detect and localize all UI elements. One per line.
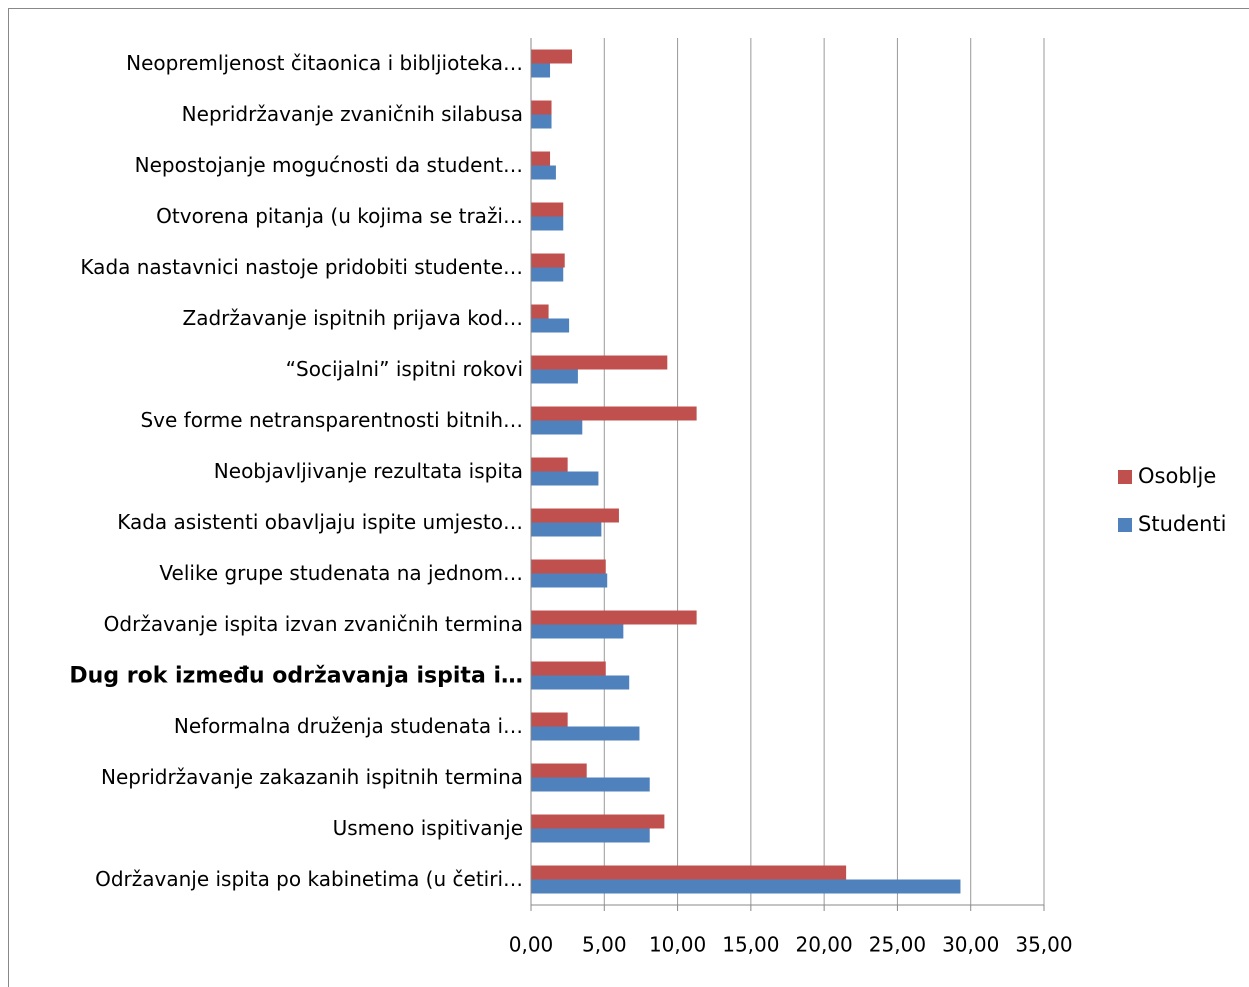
category-label: Neobjavljivanje rezultata ispita <box>214 459 523 483</box>
category-label: Kada asistenti obavljaju ispite umjesto… <box>117 510 523 534</box>
bar <box>531 100 552 115</box>
x-tick-label: 25,00 <box>869 933 926 957</box>
bar <box>531 661 606 676</box>
category-label: Nepostojanje mogućnosti da student… <box>135 153 523 177</box>
bar <box>531 216 564 231</box>
legend-label: Osoblje <box>1138 464 1216 488</box>
category-label: Nepridržavanje zakazanih ispitnih termin… <box>101 765 523 789</box>
category-label: Zadržavanje ispitnih prijava kod… <box>183 306 524 330</box>
bar <box>531 49 573 64</box>
bar <box>531 675 630 690</box>
category-label: Otvorena pitanja (u kojima se traži… <box>156 204 523 228</box>
bar <box>531 165 556 180</box>
bar <box>531 63 551 78</box>
bar <box>531 355 668 370</box>
bar <box>531 814 665 829</box>
bar <box>531 573 608 588</box>
bar <box>531 457 568 472</box>
bar <box>531 726 640 741</box>
bar <box>531 610 697 625</box>
bar <box>531 508 619 523</box>
category-label: Održavanje ispita po kabinetima (u četir… <box>95 867 523 891</box>
bar <box>531 763 587 778</box>
category-label: Kada nastavnici nastoje pridobiti studen… <box>80 255 523 279</box>
category-label: Dug rok između održavanja ispita i… <box>69 664 523 689</box>
category-label: Nepridržavanje zvaničnih silabusa <box>182 102 523 126</box>
bar <box>531 304 549 319</box>
category-label: Usmeno ispitivanje <box>333 816 523 840</box>
category-label: Sve forme netransparentnosti bitnih… <box>140 408 523 432</box>
bar <box>531 318 570 333</box>
bar <box>531 471 599 486</box>
category-label: “Socijalni” ispitni rokovi <box>286 357 523 381</box>
category-label: Održavanje ispita izvan zvaničnih termin… <box>104 612 523 636</box>
bar <box>531 151 551 166</box>
bar <box>531 828 650 843</box>
legend-label: Studenti <box>1138 512 1227 536</box>
category-label: Neopremljenost čitaonica i bibljioteka… <box>126 51 523 75</box>
x-tick-label: 0,00 <box>509 933 554 957</box>
bar <box>531 420 583 435</box>
bar <box>531 624 624 639</box>
bar <box>531 522 602 537</box>
x-tick-label: 20,00 <box>796 933 853 957</box>
x-tick-label: 15,00 <box>722 933 779 957</box>
bar <box>531 712 568 727</box>
x-tick-label: 10,00 <box>649 933 706 957</box>
bar <box>531 253 565 268</box>
bar <box>531 865 847 880</box>
bar <box>531 267 564 282</box>
bar <box>531 406 697 421</box>
category-label: Neformalna druženja studenata i… <box>174 714 523 738</box>
x-tick-label: 5,00 <box>582 933 627 957</box>
bar <box>531 202 564 217</box>
x-tick-label: 30,00 <box>942 933 999 957</box>
bar <box>531 879 961 894</box>
bar <box>531 114 552 129</box>
bar <box>531 369 578 384</box>
bar <box>531 559 606 574</box>
legend-swatch <box>1118 470 1132 484</box>
legend-swatch <box>1118 518 1132 532</box>
bar <box>531 777 650 792</box>
category-label: Velike grupe studenata na jednom… <box>159 561 523 585</box>
x-tick-label: 35,00 <box>1015 933 1072 957</box>
